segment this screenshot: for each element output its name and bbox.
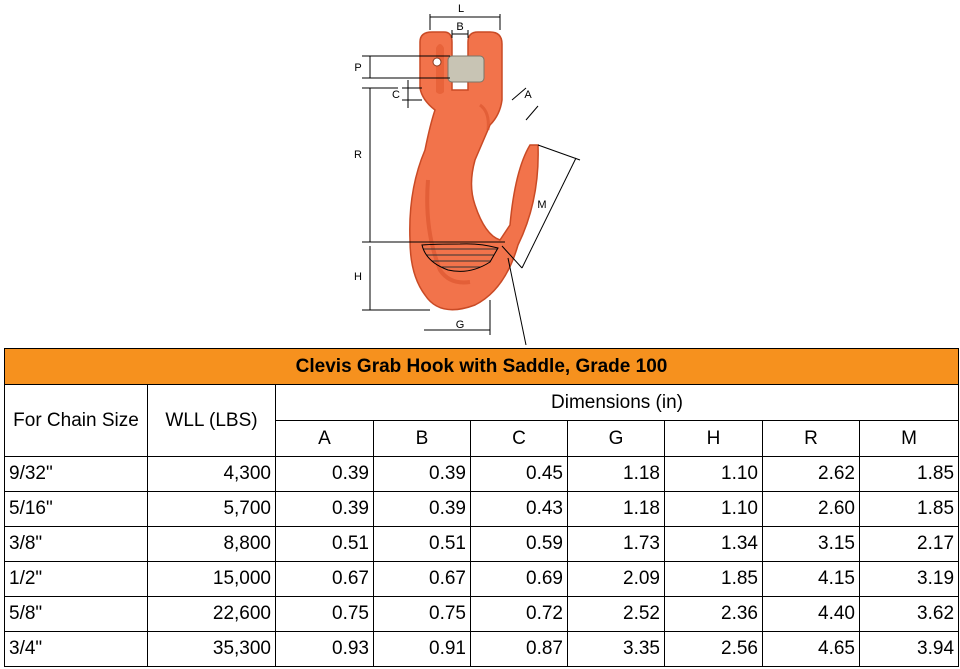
col-header-dim-h: H (664, 420, 763, 458)
cell-dim-c: 0.45 (470, 456, 568, 493)
table-row: 3/4" 35,300 0.93 0.91 0.87 3.35 2.56 4.65 3.94 (4, 630, 960, 668)
cell-dim-m: 2.17 (858, 526, 960, 562)
cell-dim-m: 3.62 (858, 595, 960, 632)
col-header-chain-size: For Chain Size (4, 384, 148, 458)
cell-dim-m: 3.94 (858, 630, 960, 668)
table-title: Clevis Grab Hook with Saddle, Grade 100 (3, 347, 960, 386)
cell-dim-b: 0.39 (373, 491, 471, 528)
cell-dim-a: 0.39 (275, 491, 374, 528)
hook-diagram: L B P C A R M H G (340, 0, 600, 345)
col-header-dim-b: B (373, 420, 471, 458)
table-row: 1/2" 15,000 0.67 0.67 0.69 2.09 1.85 4.15 3.19 (4, 561, 960, 597)
col-header-dim-r: R (762, 420, 860, 458)
cell-chain-size: 9/32" (4, 456, 148, 493)
cell-dim-b: 0.39 (373, 456, 471, 493)
cell-chain-size: 3/4" (4, 630, 148, 668)
cell-dim-b: 0.67 (373, 561, 471, 597)
cell-dim-r: 2.62 (762, 456, 860, 493)
cell-dim-r: 4.65 (762, 630, 860, 668)
cell-chain-size: 1/2" (4, 561, 148, 597)
cell-wll: 22,600 (147, 595, 276, 632)
cell-dim-b: 0.91 (373, 630, 471, 668)
cell-dim-r: 4.40 (762, 595, 860, 632)
dim-label-b: B (456, 21, 463, 33)
cell-dim-c: 0.87 (470, 630, 568, 668)
dim-label-c: C (392, 89, 400, 101)
cell-dim-h: 1.85 (664, 561, 763, 597)
cell-dim-g: 3.35 (567, 630, 665, 668)
dim-label-l: L (458, 3, 464, 15)
cell-dim-g: 2.09 (567, 561, 665, 597)
cell-dim-b: 0.75 (373, 595, 471, 632)
col-header-dim-a: A (275, 420, 374, 458)
cell-dim-h: 2.36 (664, 595, 763, 632)
cell-dim-a: 0.93 (275, 630, 374, 668)
table-row: 9/32" 4,300 0.39 0.39 0.45 1.18 1.10 2.62 1.85 (4, 456, 960, 493)
dim-label-p: P (354, 62, 361, 74)
cell-dim-h: 2.56 (664, 630, 763, 668)
col-header-dim-c: C (470, 420, 568, 458)
hook-body (409, 31, 539, 311)
cell-dim-a: 0.51 (275, 526, 374, 562)
table-title-row: Clevis Grab Hook with Saddle, Grade 100 (3, 347, 960, 386)
col-header-dimensions: Dimensions (in) (274, 384, 960, 422)
hook-drawing: L B P C A R M H G (354, 3, 581, 345)
cell-dim-m: 1.85 (858, 456, 960, 493)
table-row: 5/16" 5,700 0.39 0.39 0.43 1.18 1.10 2.60 1.85 (4, 491, 960, 528)
dim-label-g: G (456, 319, 465, 331)
cell-dim-c: 0.59 (470, 526, 568, 562)
spec-table: Clevis Grab Hook with Saddle, Grade 100 … (3, 347, 960, 668)
cell-dim-m: 1.85 (858, 491, 960, 528)
col-header-wll: WLL (LBS) (147, 384, 276, 458)
cell-dim-g: 2.52 (567, 595, 665, 632)
dim-label-m: M (537, 199, 546, 211)
table-header-row: For Chain Size WLL (LBS) Dimensions (in) (4, 384, 960, 458)
cell-wll: 15,000 (147, 561, 276, 597)
cell-dim-g: 1.73 (567, 526, 665, 562)
table-body: 9/32" 4,300 0.39 0.39 0.45 1.18 1.10 2.62 1.85 5/… (4, 456, 960, 668)
cell-dim-b: 0.51 (373, 526, 471, 562)
cell-dim-h: 1.34 (664, 526, 763, 562)
cell-dim-g: 1.18 (567, 491, 665, 528)
cell-dim-m: 3.19 (858, 561, 960, 597)
cell-dim-c: 0.72 (470, 595, 568, 632)
cell-dim-c: 0.69 (470, 561, 568, 597)
cell-dim-a: 0.75 (275, 595, 374, 632)
col-header-dim-g: G (567, 420, 665, 458)
cell-chain-size: 5/8" (4, 595, 148, 632)
dim-label-r: R (354, 149, 362, 161)
table-row: 5/8" 22,600 0.75 0.75 0.72 2.52 2.36 4.40 3.62 (4, 595, 960, 632)
col-header-dim-m: M (858, 420, 960, 458)
cell-dim-a: 0.67 (275, 561, 374, 597)
cell-wll: 8,800 (147, 526, 276, 562)
cell-dim-h: 1.10 (664, 456, 763, 493)
cell-dim-h: 1.10 (664, 491, 763, 528)
cell-wll: 4,300 (147, 456, 276, 493)
dim-label-h: H (354, 271, 362, 283)
cell-wll: 5,700 (147, 491, 276, 528)
cell-dim-r: 3.15 (762, 526, 860, 562)
cell-dim-r: 2.60 (762, 491, 860, 528)
cell-chain-size: 5/16" (4, 491, 148, 528)
cell-dim-c: 0.43 (470, 491, 568, 528)
dimension-lines (362, 14, 581, 345)
cell-dim-r: 4.15 (762, 561, 860, 597)
dim-label-a: A (524, 89, 532, 101)
cell-chain-size: 3/8" (4, 526, 148, 562)
cell-wll: 35,300 (147, 630, 276, 668)
cell-dim-a: 0.39 (275, 456, 374, 493)
table-row: 3/8" 8,800 0.51 0.51 0.59 1.73 1.34 3.15 2.17 (4, 526, 960, 562)
cell-dim-g: 1.18 (567, 456, 665, 493)
